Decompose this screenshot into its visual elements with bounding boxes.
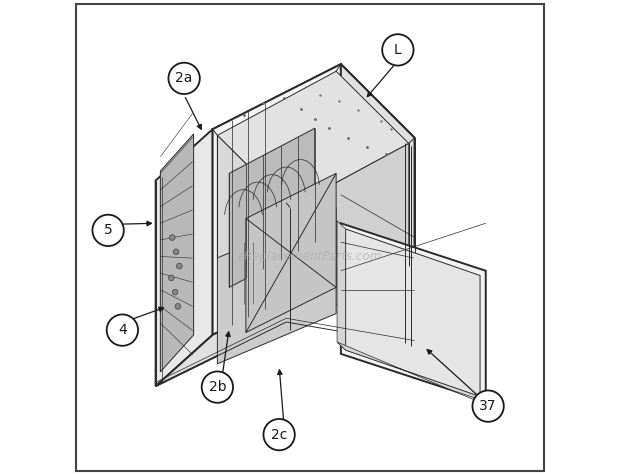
- Text: L: L: [394, 43, 402, 57]
- Text: 4: 4: [118, 323, 126, 337]
- Polygon shape: [341, 64, 415, 344]
- Circle shape: [202, 371, 233, 403]
- Circle shape: [107, 314, 138, 346]
- Polygon shape: [229, 128, 315, 287]
- Polygon shape: [156, 271, 341, 386]
- Polygon shape: [246, 173, 336, 332]
- Polygon shape: [213, 64, 341, 335]
- Circle shape: [173, 249, 179, 255]
- Text: 2c: 2c: [271, 428, 287, 442]
- Text: 2b: 2b: [208, 380, 226, 394]
- Circle shape: [172, 289, 178, 295]
- Circle shape: [175, 304, 181, 309]
- Polygon shape: [337, 342, 485, 405]
- Circle shape: [264, 419, 294, 450]
- Polygon shape: [218, 208, 336, 364]
- Circle shape: [92, 215, 124, 246]
- Circle shape: [472, 390, 504, 422]
- Circle shape: [169, 235, 175, 240]
- Polygon shape: [161, 134, 193, 372]
- Polygon shape: [341, 223, 485, 401]
- Polygon shape: [156, 129, 213, 386]
- Circle shape: [169, 63, 200, 94]
- Text: eReplacementParts.com: eReplacementParts.com: [238, 250, 382, 263]
- Circle shape: [177, 263, 182, 269]
- Polygon shape: [218, 71, 409, 208]
- Text: 37: 37: [479, 399, 497, 413]
- Circle shape: [169, 275, 174, 281]
- Text: 5: 5: [104, 223, 112, 238]
- Circle shape: [382, 34, 414, 66]
- Polygon shape: [218, 135, 290, 330]
- Polygon shape: [337, 221, 345, 350]
- Polygon shape: [213, 64, 415, 203]
- Text: 2a: 2a: [175, 71, 193, 86]
- Polygon shape: [290, 143, 409, 330]
- Polygon shape: [345, 229, 480, 397]
